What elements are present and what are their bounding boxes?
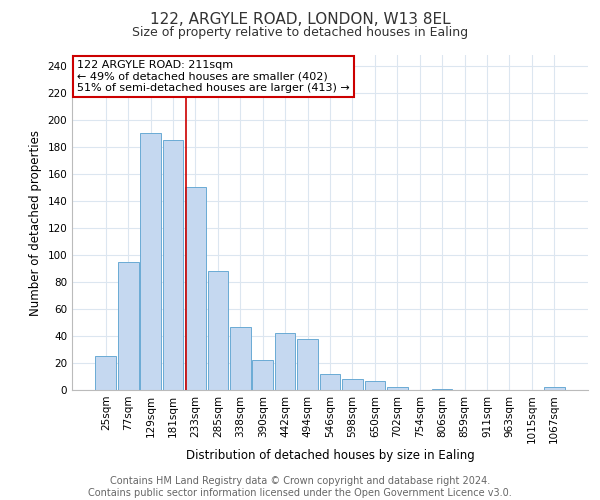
- Bar: [297, 338, 318, 390]
- Y-axis label: Number of detached properties: Number of detached properties: [29, 130, 42, 316]
- Bar: [432, 388, 452, 390]
- Text: 122, ARGYLE ROAD, LONDON, W13 8EL: 122, ARGYLE ROAD, LONDON, W13 8EL: [149, 12, 451, 28]
- Bar: [163, 140, 184, 390]
- Text: 122 ARGYLE ROAD: 211sqm
← 49% of detached houses are smaller (402)
51% of semi-d: 122 ARGYLE ROAD: 211sqm ← 49% of detache…: [77, 60, 350, 93]
- Text: Size of property relative to detached houses in Ealing: Size of property relative to detached ho…: [132, 26, 468, 39]
- Bar: [185, 188, 206, 390]
- Bar: [230, 326, 251, 390]
- Bar: [342, 379, 363, 390]
- Bar: [544, 388, 565, 390]
- Bar: [320, 374, 340, 390]
- Bar: [387, 388, 407, 390]
- Bar: [95, 356, 116, 390]
- Bar: [365, 380, 385, 390]
- Bar: [275, 334, 295, 390]
- Bar: [208, 271, 228, 390]
- X-axis label: Distribution of detached houses by size in Ealing: Distribution of detached houses by size …: [185, 449, 475, 462]
- Bar: [140, 134, 161, 390]
- Bar: [253, 360, 273, 390]
- Text: Contains HM Land Registry data © Crown copyright and database right 2024.
Contai: Contains HM Land Registry data © Crown c…: [88, 476, 512, 498]
- Bar: [118, 262, 139, 390]
